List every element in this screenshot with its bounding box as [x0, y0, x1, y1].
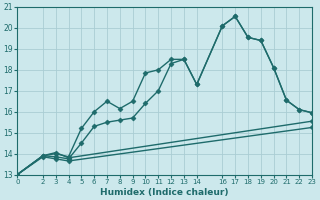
X-axis label: Humidex (Indice chaleur): Humidex (Indice chaleur)	[100, 188, 229, 197]
